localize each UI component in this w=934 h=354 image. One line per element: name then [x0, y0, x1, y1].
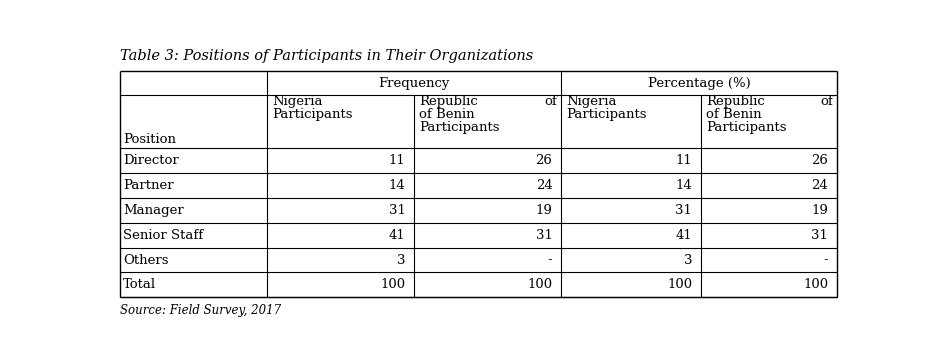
- Text: of Benin: of Benin: [419, 108, 474, 121]
- Text: 31: 31: [389, 204, 405, 217]
- Text: Percentage (%): Percentage (%): [647, 76, 750, 90]
- Text: 31: 31: [812, 229, 828, 242]
- Text: 100: 100: [528, 278, 552, 291]
- Text: Partner: Partner: [123, 179, 174, 192]
- Text: Republic: Republic: [419, 95, 478, 108]
- Text: 24: 24: [812, 179, 828, 192]
- Text: 11: 11: [389, 154, 405, 167]
- Text: Nigeria: Nigeria: [566, 95, 616, 108]
- Text: Source: Field Survey, 2017: Source: Field Survey, 2017: [120, 304, 281, 317]
- Text: Republic: Republic: [706, 95, 765, 108]
- Text: 19: 19: [535, 204, 552, 217]
- Text: of: of: [545, 95, 558, 108]
- Text: 26: 26: [535, 154, 552, 167]
- Text: 26: 26: [812, 154, 828, 167]
- Text: Others: Others: [123, 253, 169, 267]
- Text: 3: 3: [684, 253, 692, 267]
- Text: 100: 100: [667, 278, 692, 291]
- Text: Participants: Participants: [273, 108, 353, 121]
- Text: 100: 100: [380, 278, 405, 291]
- Text: 41: 41: [389, 229, 405, 242]
- Text: 19: 19: [812, 204, 828, 217]
- Text: 31: 31: [535, 229, 552, 242]
- Text: Director: Director: [123, 154, 179, 167]
- Text: 24: 24: [536, 179, 552, 192]
- Text: of: of: [821, 95, 833, 108]
- Text: Total: Total: [123, 278, 156, 291]
- Text: Frequency: Frequency: [378, 76, 450, 90]
- Text: 100: 100: [803, 278, 828, 291]
- Text: 14: 14: [389, 179, 405, 192]
- Text: Participants: Participants: [419, 121, 500, 134]
- Text: Manager: Manager: [123, 204, 184, 217]
- Text: Senior Staff: Senior Staff: [123, 229, 204, 242]
- Text: -: -: [824, 253, 828, 267]
- Text: 3: 3: [397, 253, 405, 267]
- Text: 41: 41: [675, 229, 692, 242]
- Text: Position: Position: [123, 133, 177, 146]
- Text: 14: 14: [675, 179, 692, 192]
- Text: of Benin: of Benin: [706, 108, 761, 121]
- Text: Participants: Participants: [706, 121, 786, 134]
- Text: 31: 31: [675, 204, 692, 217]
- Text: Table 3: Positions of Participants in Their Organizations: Table 3: Positions of Participants in Th…: [120, 49, 533, 63]
- Text: Nigeria: Nigeria: [273, 95, 323, 108]
- Text: 11: 11: [675, 154, 692, 167]
- Text: Participants: Participants: [566, 108, 646, 121]
- Text: -: -: [547, 253, 552, 267]
